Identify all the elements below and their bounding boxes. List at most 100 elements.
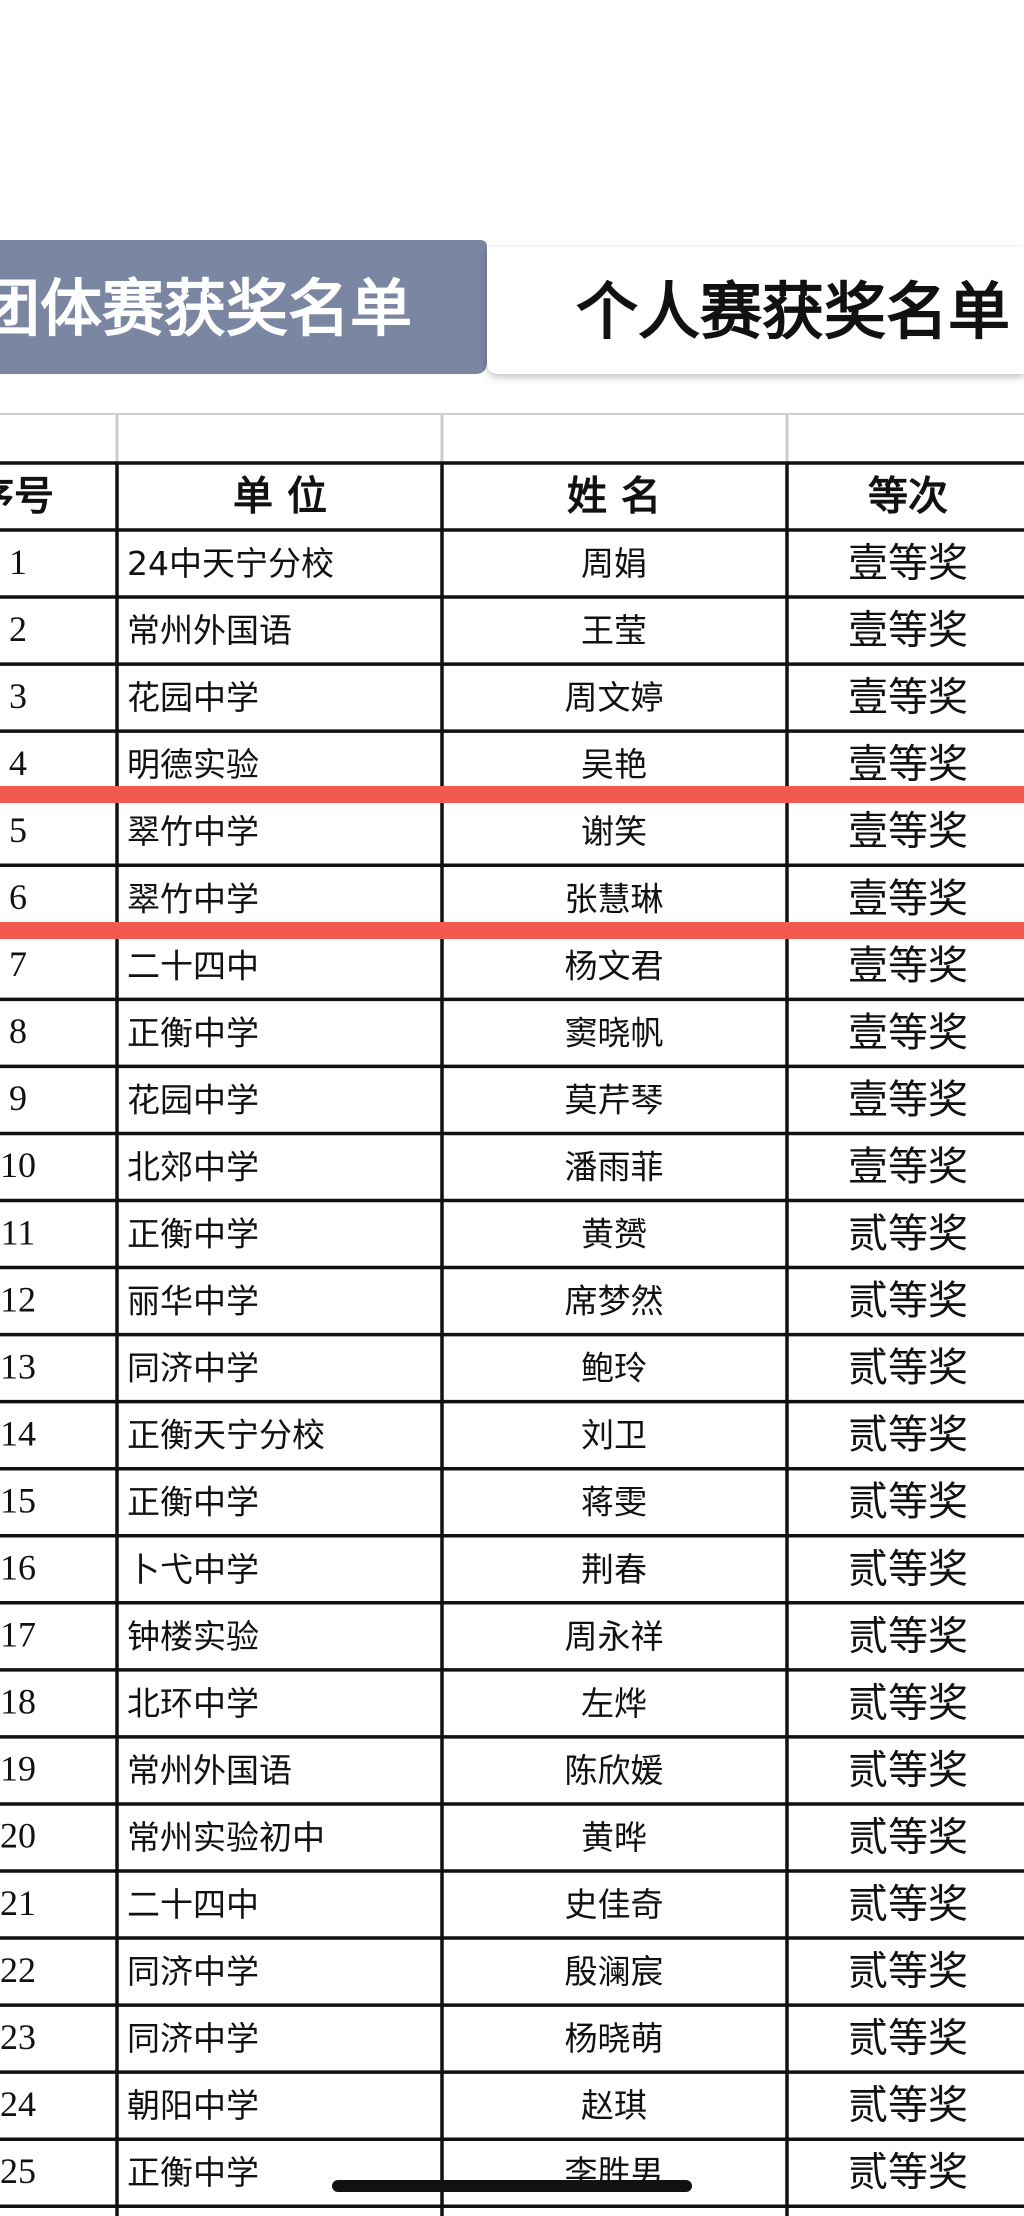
cell-name: 左烨 — [581, 1684, 647, 1723]
cell-index: 20 — [0, 1816, 36, 1856]
tab-label[interactable]: 个人赛获奖名单 — [576, 275, 1010, 348]
cell-rank: 贰等奖 — [848, 1211, 968, 1257]
cell-unit: 常州实验初中 — [127, 1818, 325, 1857]
cell-rank: 贰等奖 — [848, 1479, 968, 1525]
cell-unit: 常州外国语 — [127, 1751, 292, 1790]
cell-index: 11 — [1, 1212, 36, 1252]
cell-unit: 正衡中学 — [127, 1483, 259, 1522]
cell-name: 王莹 — [581, 611, 647, 650]
cell-name: 杨晓萌 — [565, 2019, 664, 2058]
cell-name: 陈欣媛 — [565, 1751, 664, 1790]
cell-unit: 正衡中学 — [127, 1215, 259, 1254]
cell-index: 16 — [0, 1548, 36, 1588]
cell-unit: 钟楼实验 — [127, 1617, 259, 1656]
cell-rank: 壹等奖 — [848, 809, 968, 855]
cell-name: 周娟 — [581, 544, 647, 583]
column-header: 等次 — [868, 474, 948, 520]
cell-index: 10 — [0, 1145, 36, 1185]
tab-label[interactable]: 团体赛获奖名单 — [0, 272, 412, 345]
cell-unit: 花园中学 — [127, 1080, 259, 1119]
cell-name: 黄晔 — [581, 1818, 647, 1857]
cell-rank: 贰等奖 — [848, 1747, 968, 1793]
cell-name: 谢笑 — [581, 812, 647, 851]
table: 序号单 位姓 名等次124中天宁分校周娟壹等奖2常州外国语王莹壹等奖3花园中学周… — [0, 413, 1024, 2216]
cell-unit: 正衡天宁分校 — [127, 1416, 325, 1455]
cell-unit: 同济中学 — [127, 1952, 259, 1991]
cell-rank: 壹等奖 — [848, 876, 968, 922]
cell-index: 18 — [0, 1682, 36, 1722]
cell-index: 24 — [0, 2084, 36, 2124]
cell-unit: 翠竹中学 — [127, 879, 259, 918]
cell-rank: 贰等奖 — [848, 1949, 968, 1995]
cell-unit: 卜弋中学 — [127, 1550, 259, 1589]
cell-index: 19 — [0, 1749, 36, 1789]
cell-name: 潘雨菲 — [565, 1147, 664, 1186]
cell-name: 鲍玲 — [581, 1349, 647, 1388]
cell-rank: 壹等奖 — [848, 541, 968, 587]
cell-index: 13 — [0, 1346, 36, 1386]
cell-index: 21 — [0, 1883, 36, 1923]
cell-rank: 贰等奖 — [848, 1278, 968, 1324]
tab-individual[interactable] — [487, 247, 1024, 374]
cell-rank: 壹等奖 — [848, 675, 968, 721]
cell-rank: 贰等奖 — [848, 2083, 968, 2129]
cell-name: 赵琪 — [581, 2086, 647, 2125]
cell-name: 吴艳 — [581, 745, 647, 784]
cell-name: 蒋雯 — [581, 1483, 647, 1522]
cell-index: 12 — [0, 1279, 36, 1319]
cell-name: 史佳奇 — [565, 1885, 664, 1924]
cell-rank: 贰等奖 — [848, 2150, 968, 2196]
tab-team[interactable] — [0, 240, 487, 374]
cell-rank: 壹等奖 — [848, 943, 968, 989]
cell-name: 荆春 — [581, 1550, 647, 1589]
column-header: 姓 名 — [567, 474, 661, 520]
cell-unit: 同济中学 — [127, 2019, 259, 2058]
cell-index: 22 — [0, 1950, 36, 1990]
cell-name: 杨文君 — [565, 946, 664, 985]
cell-index: 8 — [9, 1011, 27, 1051]
cell-index: 1 — [9, 542, 27, 582]
cell-index: 9 — [9, 1078, 27, 1118]
cell-rank: 壹等奖 — [848, 1144, 968, 1190]
highlight-line — [0, 786, 1024, 803]
cell-index: 14 — [0, 1413, 36, 1453]
cell-rank: 贰等奖 — [848, 2016, 968, 2062]
cell-index: 17 — [0, 1615, 36, 1655]
cell-unit: 同济中学 — [127, 1349, 259, 1388]
cell-rank: 贰等奖 — [848, 1345, 968, 1391]
cell-index: 3 — [9, 676, 27, 716]
cell-name: 刘卫 — [581, 1416, 647, 1455]
cell-name: 窦晓帆 — [565, 1013, 664, 1052]
cell-index: 7 — [9, 944, 27, 984]
cell-name: 张慧琳 — [565, 879, 664, 918]
cell-index: 2 — [9, 609, 27, 649]
cell-unit: 24中天宁分校 — [127, 544, 334, 583]
cell-unit: 正衡中学 — [127, 2153, 259, 2192]
cell-index: 25 — [0, 2151, 36, 2191]
home-indicator — [332, 2180, 692, 2192]
cell-rank: 贰等奖 — [848, 1882, 968, 1928]
cell-rank: 贰等奖 — [848, 1412, 968, 1458]
cell-name: 莫芹琴 — [565, 1080, 664, 1119]
cell-index: 6 — [9, 877, 27, 917]
cell-rank: 壹等奖 — [848, 608, 968, 654]
cell-unit: 北环中学 — [127, 1684, 259, 1723]
cell-rank: 贰等奖 — [848, 1814, 968, 1860]
cell-name: 黄赟 — [581, 1215, 647, 1254]
cell-rank: 壹等奖 — [848, 1010, 968, 1056]
cell-index: 15 — [0, 1480, 36, 1520]
cell-name: 席梦然 — [565, 1282, 664, 1321]
cell-unit: 朝阳中学 — [127, 2086, 259, 2125]
cell-rank: 贰等奖 — [848, 1546, 968, 1592]
cell-name: 殷澜宸 — [565, 1952, 664, 1991]
cell-unit: 花园中学 — [127, 678, 259, 717]
cell-unit: 北郊中学 — [127, 1147, 259, 1186]
cell-index: 23 — [0, 2017, 36, 2057]
cell-unit: 二十四中 — [127, 1885, 259, 1924]
cell-name: 周永祥 — [565, 1617, 664, 1656]
cell-unit: 二十四中 — [127, 946, 259, 985]
cell-index: 4 — [9, 743, 27, 783]
cell-unit: 翠竹中学 — [127, 812, 259, 851]
cell-rank: 贰等奖 — [848, 1680, 968, 1726]
